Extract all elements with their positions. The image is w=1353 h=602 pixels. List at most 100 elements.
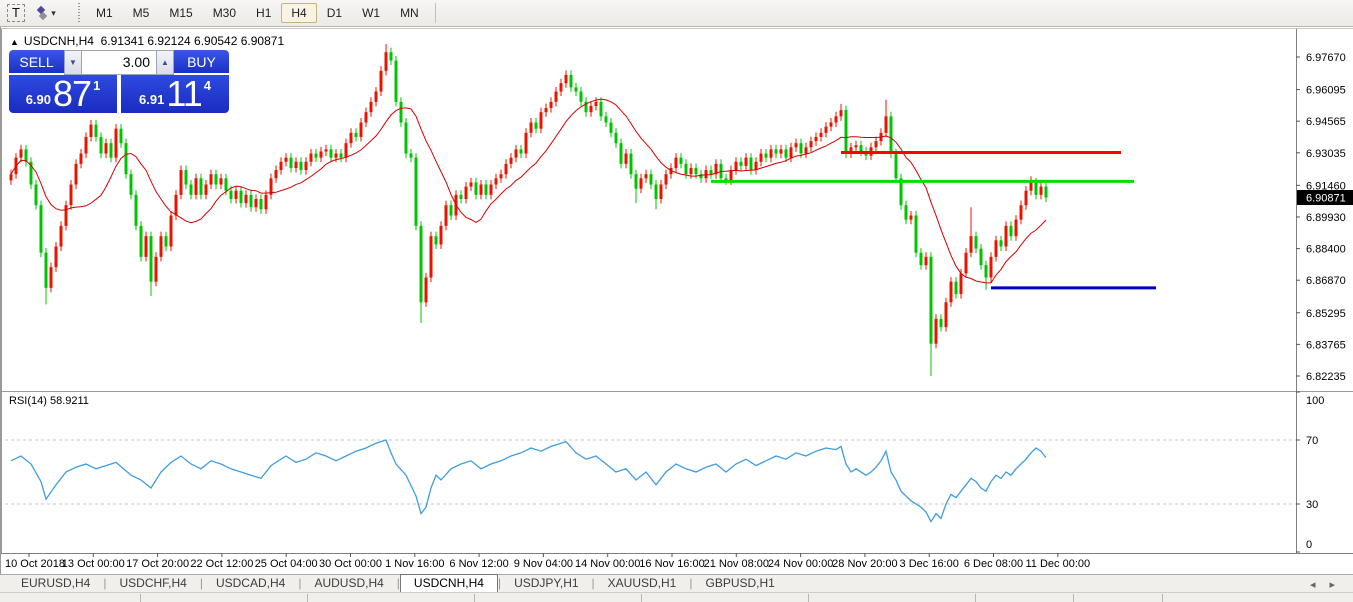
svg-text:30 Oct 00:00: 30 Oct 00:00 — [319, 558, 382, 570]
tab-separator: | — [591, 576, 595, 590]
chart-title: ▲ USDCNH,H4 6.91341 6.92124 6.90542 6.908… — [10, 34, 284, 48]
timeframe-button-h1[interactable]: H1 — [256, 6, 272, 20]
svg-text:1 Nov 16:00: 1 Nov 16:00 — [385, 558, 444, 570]
svg-text:6.93035: 6.93035 — [1306, 148, 1346, 160]
svg-text:16 Nov 16:00: 16 Nov 16:00 — [639, 558, 704, 570]
svg-text:9 Nov 04:00: 9 Nov 04:00 — [514, 558, 573, 570]
svg-text:11 Dec 00:00: 11 Dec 00:00 — [1025, 558, 1090, 570]
chart-tab-eurusd[interactable]: EURUSD,H4 — [21, 576, 91, 590]
svg-text:13 Oct 00:00: 13 Oct 00:00 — [62, 558, 125, 570]
svg-text:6.86870: 6.86870 — [1306, 275, 1346, 287]
svg-text:22 Oct 12:00: 22 Oct 12:00 — [190, 558, 253, 570]
svg-text:6.94565: 6.94565 — [1306, 116, 1346, 128]
tab-separator: | — [298, 576, 302, 590]
scroll-right-icon[interactable]: ▸ — [1329, 579, 1349, 591]
timeframe-buttons: M1 M5 M15 M30 H1 H4 D1 W1 MN — [86, 3, 429, 23]
rsi-indicator-label: RSI(14) 58.9211 — [9, 395, 89, 407]
svg-text:14 Nov 00:00: 14 Nov 00:00 — [575, 558, 640, 570]
svg-text:6 Dec 08:00: 6 Dec 08:00 — [964, 558, 1023, 570]
tab-scroll-arrows[interactable]: ◂▸ — [1310, 578, 1349, 591]
svg-text:6.83765: 6.83765 — [1306, 339, 1346, 351]
svg-text:0: 0 — [1306, 539, 1312, 551]
sell-price-prefix: 6.90 — [25, 92, 52, 107]
volume-decrease-button[interactable]: ▼ — [64, 50, 82, 75]
svg-text:25 Oct 04:00: 25 Oct 04:00 — [255, 558, 318, 570]
svg-text:28 Nov 20:00: 28 Nov 20:00 — [832, 558, 897, 570]
svg-text:6.82235: 6.82235 — [1306, 371, 1346, 383]
svg-text:6.91460: 6.91460 — [1306, 180, 1346, 192]
timeframe-button-d1[interactable]: D1 — [326, 6, 343, 20]
status-divider — [1073, 594, 1074, 602]
chart-tab-usdjpy[interactable]: USDJPY,H1 — [514, 576, 579, 590]
text-tool-button[interactable]: T — [4, 2, 28, 24]
text-tool-icon: T — [7, 4, 25, 22]
svg-text:30: 30 — [1306, 499, 1318, 511]
toolbar-grip[interactable] — [75, 3, 82, 23]
scroll-left-icon[interactable]: ◂ — [1309, 579, 1330, 591]
svg-text:10 Oct 2018: 10 Oct 2018 — [5, 558, 65, 570]
status-divider — [474, 594, 475, 602]
chart-tab-audusd[interactable]: AUDUSD,H4 — [314, 576, 384, 590]
timeframe-button-m1[interactable]: M1 — [96, 6, 113, 20]
timeframe-button-m30[interactable]: M30 — [212, 6, 237, 20]
buy-price-point: 4 — [203, 78, 211, 93]
svg-text:100: 100 — [1306, 395, 1324, 407]
buy-price-prefix: 6.91 — [139, 92, 165, 107]
tab-separator: | — [689, 576, 693, 590]
svg-text:24 Nov 00:00: 24 Nov 00:00 — [768, 558, 833, 570]
svg-text:6.85295: 6.85295 — [1306, 308, 1346, 320]
svg-text:6.96095: 6.96095 — [1306, 85, 1346, 97]
volume-input[interactable]: 3.00 — [82, 50, 156, 75]
chart-window: 6.97670 6.96095 6.94565 6.93035 6.91460 6.899… — [0, 27, 1353, 574]
svg-text:3 Dec 16:00: 3 Dec 16:00 — [900, 558, 959, 570]
chart-tab-xauusd[interactable]: XAUUSD,H1 — [607, 576, 677, 590]
tab-separator: | — [396, 576, 400, 590]
buy-button[interactable]: BUY — [174, 50, 229, 75]
sell-button[interactable]: SELL — [9, 50, 64, 75]
status-divider — [808, 594, 809, 602]
chart-tab-gbpusd[interactable]: GBPUSD,H1 — [705, 576, 775, 590]
one-click-trading-panel: SELL ▼ 3.00 ▲ BUY 6.90 87 1 6.91 11 4 — [9, 50, 229, 113]
price-chart-canvas[interactable]: 6.97670 6.96095 6.94565 6.93035 6.91460 6.899… — [1, 27, 1353, 574]
ohlc-values: 6.91341 6.92124 6.90542 6.90871 — [100, 34, 285, 48]
diamond-arrows-icon — [38, 11, 48, 21]
status-divider — [140, 594, 141, 602]
chart-tabs-bar: EURUSD,H4 | USDCHF,H4 | USDCAD,H4 | AUDUSD,H4 |… — [0, 574, 1353, 592]
collapse-arrow-icon[interactable]: ▲ — [10, 37, 19, 47]
status-divider — [975, 594, 976, 602]
svg-text:21 Nov 08:00: 21 Nov 08:00 — [704, 558, 769, 570]
status-divider — [307, 594, 308, 602]
timeframe-button-w1[interactable]: W1 — [362, 6, 381, 20]
chart-tab-usdchf[interactable]: USDCHF,H4 — [119, 576, 187, 590]
svg-text:6.97670: 6.97670 — [1306, 52, 1346, 64]
buy-price-display[interactable]: 6.91 11 4 — [121, 75, 229, 113]
buy-price-pips: 11 — [166, 73, 202, 113]
chevron-down-icon[interactable]: ▾ — [51, 7, 56, 18]
svg-text:6.89930: 6.89930 — [1306, 212, 1346, 224]
timeframe-button-mn[interactable]: MN — [400, 6, 419, 20]
sell-price-display[interactable]: 6.90 87 1 — [9, 75, 117, 113]
sell-price-pips: 87 — [53, 73, 92, 113]
tab-separator: | — [103, 576, 107, 590]
status-divider — [641, 594, 642, 602]
svg-text:6 Nov 12:00: 6 Nov 12:00 — [449, 558, 508, 570]
timeframe-button-m5[interactable]: M5 — [132, 6, 150, 20]
svg-text:6.90871: 6.90871 — [1306, 193, 1346, 205]
volume-increase-button[interactable]: ▲ — [156, 50, 174, 75]
svg-text:70: 70 — [1306, 435, 1318, 447]
svg-text:6.88400: 6.88400 — [1306, 244, 1346, 256]
chart-tab-usdcnh[interactable]: USDCNH,H4 — [399, 574, 498, 592]
tab-separator: | — [199, 576, 203, 590]
status-bar — [0, 592, 1353, 602]
toolbar-separator — [434, 3, 436, 23]
svg-text:17 Oct 20:00: 17 Oct 20:00 — [126, 558, 189, 570]
timeframe-button-h4[interactable]: H4 — [281, 3, 317, 23]
objects-tool-button[interactable]: ▾ — [30, 2, 64, 24]
chart-tab-usdcad[interactable]: USDCAD,H4 — [215, 576, 286, 590]
timeframe-toolbar: T ▾ M1 M5 M15 M30 H1 H4 D1 W1 MN — [0, 0, 1353, 27]
tab-separator: | — [497, 576, 502, 590]
status-divider — [1162, 594, 1163, 602]
timeframe-button-m15[interactable]: M15 — [169, 6, 193, 20]
symbol-period-label: USDCNH,H4 — [23, 34, 94, 48]
